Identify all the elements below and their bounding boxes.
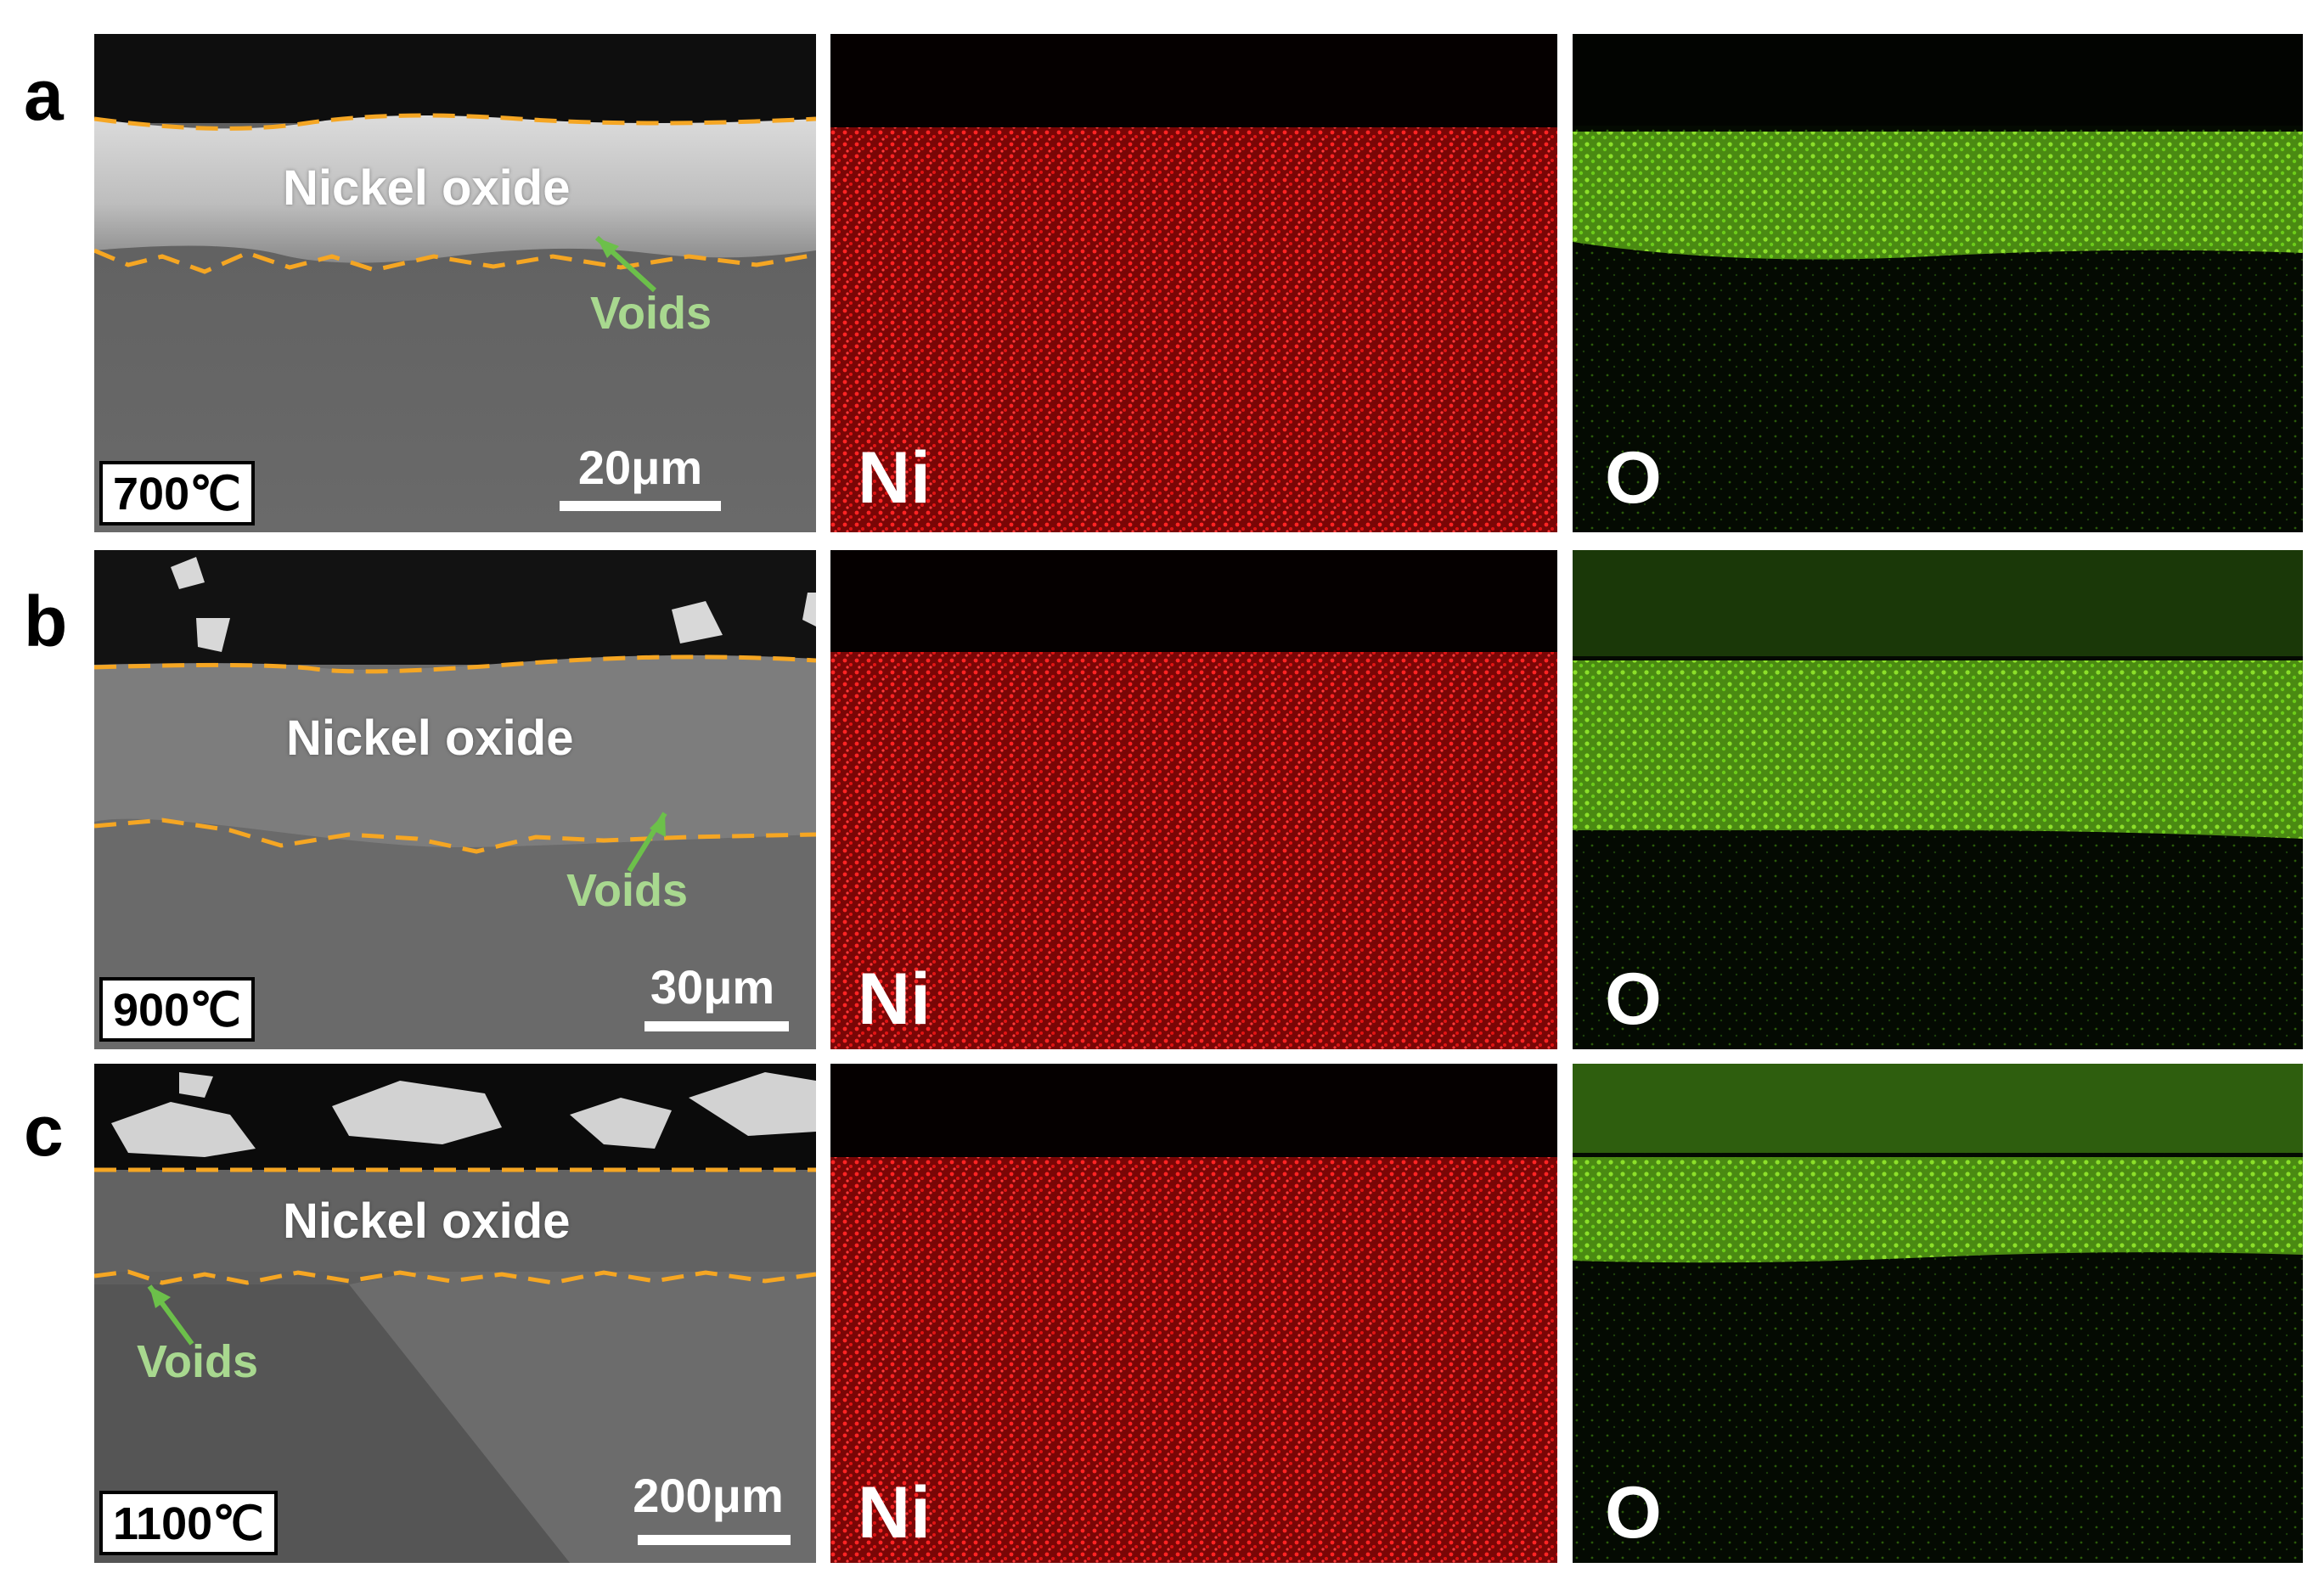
map-label-o: O [1605, 1472, 1662, 1554]
map-label-ni: Ni [858, 1472, 931, 1554]
voids-label: Voids [566, 865, 689, 916]
voids-label: Voids [137, 1336, 259, 1387]
scale-bar-label: 30μm [650, 960, 775, 1014]
temperature-label: 1100℃ [99, 1491, 278, 1555]
panel-letter-b: b [24, 582, 68, 661]
scale-bar [644, 1021, 789, 1031]
sem-image-900: Nickel oxide Voids 900℃ 30μm [94, 550, 816, 1049]
temperature-label: 700℃ [99, 461, 255, 525]
o-map-700: O [1573, 34, 2303, 532]
oxide-label: Nickel oxide [286, 711, 574, 766]
map-label-o: O [1605, 437, 1662, 519]
map-label-ni: Ni [858, 437, 931, 519]
scale-bar [638, 1535, 791, 1545]
temperature-label: 900℃ [99, 977, 255, 1042]
map-label-ni: Ni [858, 958, 931, 1040]
oxide-label: Nickel oxide [283, 1194, 571, 1249]
voids-label: Voids [590, 288, 712, 339]
ni-map-1100: Ni [830, 1064, 1557, 1563]
scale-bar-label: 200μm [633, 1469, 784, 1522]
sem-image-700: Nickel oxide Voids 700℃ 20μm [94, 34, 816, 532]
scale-bar-label: 20μm [577, 441, 703, 494]
o-map-1100: O [1573, 1064, 2303, 1563]
panel-letter-c: c [24, 1091, 64, 1171]
ni-map-900: Ni [830, 550, 1557, 1049]
map-label-o: O [1605, 958, 1662, 1040]
oxide-label: Nickel oxide [283, 160, 571, 216]
ni-map-700: Ni [830, 34, 1557, 532]
sem-image-1100: Nickel oxide Voids 1100℃ 200μm [94, 1064, 816, 1563]
panel-letter-a: a [24, 55, 64, 135]
scale-bar [560, 501, 721, 511]
o-map-900: O [1573, 550, 2303, 1049]
